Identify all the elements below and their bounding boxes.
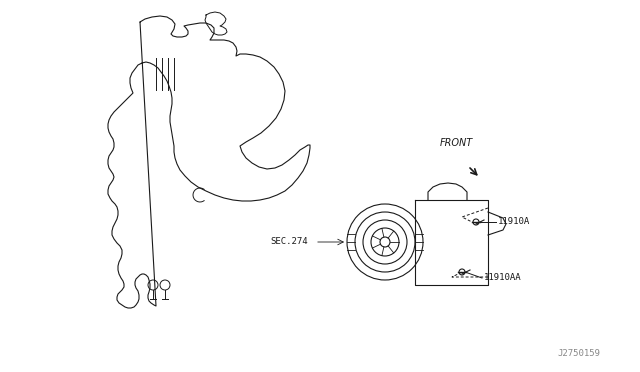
Text: 11910A: 11910A: [498, 218, 531, 227]
Text: SEC.274: SEC.274: [270, 237, 308, 247]
Text: FRONT: FRONT: [440, 138, 473, 148]
Text: 11910AA: 11910AA: [484, 273, 522, 282]
Text: J2750159: J2750159: [557, 349, 600, 358]
